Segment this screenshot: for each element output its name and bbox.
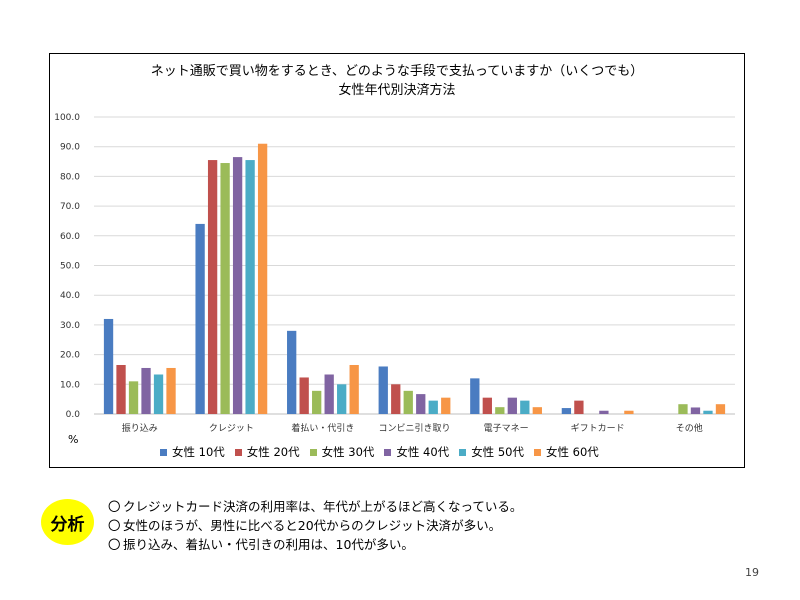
x-tick-label: コンビニ引き取り — [378, 423, 450, 434]
unit-label: % — [68, 433, 78, 446]
bar — [703, 410, 713, 414]
page-number: 19 — [745, 566, 759, 579]
bar — [520, 400, 530, 414]
bar — [561, 408, 572, 414]
bar — [312, 390, 322, 414]
y-tick-label: 20.0 — [60, 351, 80, 361]
legend-item: 女性 20代 — [234, 444, 300, 460]
legend-label: 女性 10代 — [172, 445, 225, 459]
legend-swatch — [459, 448, 467, 456]
legend-label: 女性 40代 — [396, 445, 450, 459]
y-tick-label: 0.0 — [66, 410, 81, 420]
legend-item: 女性 50代 — [459, 444, 524, 460]
chart-subtitle: 女性年代別決済方法 — [338, 83, 456, 98]
analysis-item: 〇 女性のほうが、男性に比べると20代からのクレジット決済が多い。 — [108, 516, 522, 535]
legend-swatch — [533, 448, 541, 456]
legend-swatch — [309, 448, 317, 456]
bar — [337, 384, 347, 414]
bar — [207, 160, 218, 414]
bar — [324, 374, 334, 414]
x-tick-label: 着払い・代引き — [291, 422, 354, 434]
bar — [574, 400, 584, 414]
x-tick-label: 振り込み — [122, 422, 158, 434]
analysis-item: 〇 振り込み、着払い・代引きの利用は、10代が多い。 — [108, 535, 522, 554]
bar — [128, 381, 139, 414]
bar — [378, 366, 388, 414]
bar — [116, 364, 126, 414]
bar — [470, 378, 480, 414]
legend-swatch — [160, 448, 167, 456]
bar — [599, 410, 609, 414]
bar — [416, 394, 426, 414]
x-tick-label: ギフトカード — [571, 423, 625, 434]
legend-item: 女性 40代 — [384, 444, 449, 460]
legend-label: 女性 60代 — [545, 445, 599, 459]
bar — [391, 384, 401, 414]
bar — [166, 367, 176, 414]
bar — [195, 223, 205, 414]
bar — [495, 407, 505, 414]
bar — [403, 390, 413, 414]
chart-title-block: ネット通販で買い物をするとき、どのような手段で支払っていますか（いくつでも） 女… — [49, 62, 745, 100]
analysis-badge-label: 分析 — [50, 514, 85, 535]
y-tick-label: 50.0 — [60, 262, 80, 272]
bullet-circle-icon: 〇 — [108, 518, 121, 533]
y-tick-label: 60.0 — [60, 232, 80, 242]
y-tick-label: 100.0 — [54, 113, 80, 123]
chart-legend: 女性 10代 女性 20代 女性 30代 女性 40代 女性 50代 女性 60代 — [160, 444, 609, 460]
bar — [141, 367, 151, 414]
bar — [349, 364, 359, 414]
bar — [678, 404, 688, 414]
legend-item: 女性 30代 — [309, 444, 375, 460]
bar — [153, 374, 164, 414]
bullet-circle-icon: 〇 — [108, 537, 121, 552]
bar — [257, 143, 268, 415]
y-tick-label: 40.0 — [60, 291, 80, 301]
bar — [715, 404, 726, 414]
bar — [287, 330, 297, 414]
y-tick-label: 30.0 — [60, 321, 80, 331]
bar — [428, 400, 438, 414]
bar — [532, 407, 542, 414]
bar — [245, 160, 255, 414]
x-tick-label: クレジット — [209, 423, 254, 434]
x-tick-label: 電子マネー — [484, 423, 529, 434]
y-tick-label: 10.0 — [60, 380, 80, 390]
y-tick-label: 80.0 — [60, 172, 80, 182]
analysis-text: 振り込み、着払い・代引きの利用は、10代が多い。 — [123, 537, 414, 552]
analysis-badge: 分析 — [41, 499, 94, 545]
legend-item: 女性 10代 — [160, 444, 225, 460]
legend-label: 女性 50代 — [471, 445, 524, 459]
bar — [232, 157, 243, 414]
y-tick-label: 70.0 — [60, 202, 80, 212]
bar — [690, 407, 701, 414]
analysis-item: 〇 クレジットカード決済の利用率は、年代が上がるほど高くなっている。 — [108, 497, 522, 516]
bullet-circle-icon: 〇 — [108, 499, 121, 514]
legend-item: 女性 60代 — [533, 444, 599, 460]
analysis-list: 〇 クレジットカード決済の利用率は、年代が上がるほど高くなっている。 〇 女性の… — [108, 497, 522, 554]
bar — [299, 377, 309, 414]
analysis-text: 女性のほうが、男性に比べると20代からのクレジット決済が多い。 — [123, 518, 502, 533]
legend-label: 女性 20代 — [246, 445, 300, 459]
bar — [220, 163, 230, 414]
analysis-text: クレジットカード決済の利用率は、年代が上がるほど高くなっている。 — [123, 499, 523, 514]
y-tick-label: 90.0 — [60, 143, 80, 153]
legend-label: 女性 30代 — [321, 445, 375, 459]
bar — [441, 397, 451, 414]
bar — [103, 318, 114, 414]
bar — [624, 410, 634, 414]
legend-swatch — [234, 448, 242, 456]
bar — [482, 397, 492, 414]
chart-title: ネット通販で買い物をするとき、どのような手段で支払っていますか（いくつでも） — [150, 64, 644, 79]
x-tick-label: その他 — [676, 422, 703, 434]
bar — [507, 397, 517, 414]
legend-swatch — [384, 448, 392, 456]
